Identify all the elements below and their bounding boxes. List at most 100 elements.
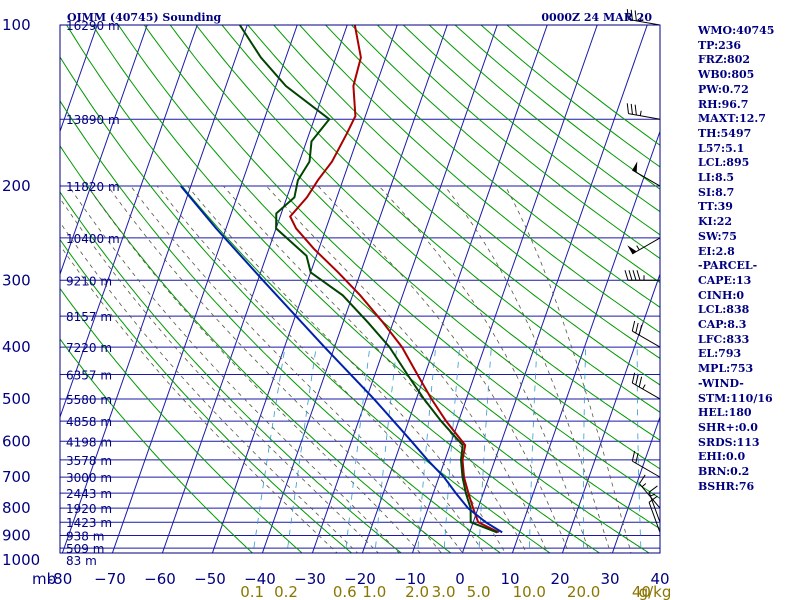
- temperature-tick-label: 20: [550, 570, 569, 588]
- pressure-tick-label: 900: [2, 527, 31, 545]
- temperature-tick-label: 30: [600, 570, 619, 588]
- moist-adiabat: [505, 185, 632, 553]
- wind-barb: [631, 372, 661, 400]
- height-label: 16290 m: [66, 19, 120, 33]
- temperature-tick-label: -80: [48, 570, 73, 588]
- stability-index-item: SI:8.7: [698, 185, 735, 199]
- wind-barb-feather: [635, 452, 639, 464]
- isotherm-line: [611, 415, 660, 553]
- wind-barb-feather: [626, 103, 629, 114]
- pressure-tick-label: 1000: [2, 551, 40, 569]
- moist-adiabat: [68, 185, 400, 553]
- stability-index-item: FRZ:802: [698, 53, 751, 67]
- height-label: 13890 m: [66, 113, 120, 127]
- height-label: 2443 m: [66, 487, 112, 501]
- temperature-tick-label: −10: [394, 570, 426, 588]
- wind-barb-feather: [630, 103, 633, 115]
- height-label: 7220 m: [66, 341, 112, 355]
- isotherm-line: [111, 25, 298, 553]
- mixing-ratio-line: [374, 347, 398, 553]
- wind-barb-shaft: [639, 483, 661, 509]
- pressure-tick-label: 700: [2, 468, 31, 486]
- stability-index-item: -WIND-: [698, 376, 744, 390]
- temperature-tick-label: 40: [650, 570, 669, 588]
- wind-barb-feather: [631, 450, 636, 462]
- dry-adiabat: [376, 25, 660, 259]
- wind-barb: [648, 495, 661, 533]
- dry-adiabat: [195, 25, 660, 441]
- wind-barb-feather: [635, 374, 639, 386]
- wind-barb-half-feather: [639, 16, 642, 22]
- temperature-tick-label: −60: [144, 570, 176, 588]
- height-label: 6357 m: [66, 368, 112, 382]
- plot-frame: [59, 24, 661, 554]
- stability-index-item: HEL:180: [698, 406, 752, 420]
- pressure-tick-label: 400: [2, 338, 31, 356]
- height-label: 8157 m: [66, 310, 112, 324]
- stability-index-item: SW:75: [698, 229, 737, 243]
- moist-adiabat: [378, 185, 591, 553]
- stability-index-item: TH:5497: [698, 126, 752, 140]
- mixing-ratio-label: 1.0: [362, 583, 386, 600]
- wind-barb-feather: [634, 104, 637, 116]
- wind-barb-shaft: [648, 491, 661, 523]
- pressure-tick-label: 200: [2, 177, 31, 195]
- stability-index-item: SHR+:0.0: [698, 420, 758, 434]
- isotherm-line: [211, 25, 398, 553]
- stability-index-item: TP:236: [698, 38, 742, 52]
- moist-adiabat: [156, 185, 485, 553]
- pressure-tick-label: 800: [2, 499, 31, 517]
- mixing-ratio-line: [636, 347, 642, 553]
- dry-adiabat: [60, 238, 353, 553]
- moist-adiabats: [60, 185, 632, 553]
- dry-adiabats: [60, 25, 660, 553]
- stability-index-item: LCL:838: [698, 303, 750, 317]
- dry-adiabat: [169, 25, 660, 470]
- stability-index-item: MPL:753: [698, 362, 754, 376]
- height-label: 10400 m: [66, 232, 120, 246]
- wind-barbs: [624, 9, 661, 533]
- height-label: 9210 m: [66, 274, 112, 288]
- stability-index-item: KI:22: [698, 215, 733, 229]
- isotherm-line: [361, 25, 548, 553]
- dry-adiabat: [60, 287, 303, 553]
- mixing-ratio-lines: [252, 347, 642, 553]
- wind-barb-half-feather: [639, 110, 642, 116]
- wind-barb-feather: [631, 372, 636, 384]
- wind-barb: [631, 320, 661, 348]
- temperature-tick-label: 10: [500, 570, 519, 588]
- height-label: 1920 m: [66, 502, 112, 516]
- stability-index-item: LI:8.5: [698, 171, 735, 185]
- mixing-ratio-label: 20.0: [567, 583, 600, 600]
- temperature-tick-label: −20: [344, 570, 376, 588]
- height-label: 3000 m: [66, 471, 112, 485]
- isotherm-line: [60, 25, 98, 133]
- wind-barb-feather: [636, 270, 641, 281]
- dry-adiabat: [221, 25, 660, 413]
- wind-barb: [627, 237, 661, 255]
- mixing-ratio-line: [345, 347, 371, 553]
- dry-adiabat: [299, 25, 660, 334]
- station-title: OIMM (40745) Sounding: [67, 11, 222, 24]
- stability-index-item: RH:96.7: [698, 97, 749, 111]
- stability-index-item: SRDS:113: [698, 435, 760, 449]
- wind-barb-feather: [639, 474, 646, 484]
- stability-index-item: WB0:805: [698, 68, 755, 82]
- height-label: 938 m: [66, 530, 104, 544]
- stability-index-item: LFC:833: [698, 332, 750, 346]
- temperature-tick-label: 0: [455, 570, 465, 588]
- wind-barb: [626, 103, 661, 120]
- isotherm-line: [411, 25, 598, 553]
- wind-barb-feather: [634, 10, 637, 21]
- moist-adiabat: [86, 185, 421, 553]
- wind-barb-half-feather: [641, 483, 647, 488]
- wind-barb: [626, 9, 661, 26]
- moist-adiabat: [130, 185, 464, 553]
- height-label: 11820 m: [66, 180, 120, 194]
- temperature-tick-label: −30: [294, 570, 326, 588]
- stability-index-item: EI:2.8: [698, 244, 735, 258]
- wind-barb-flag: [627, 245, 637, 254]
- temperature-trace: [289, 25, 500, 534]
- dry-adiabat: [60, 56, 551, 553]
